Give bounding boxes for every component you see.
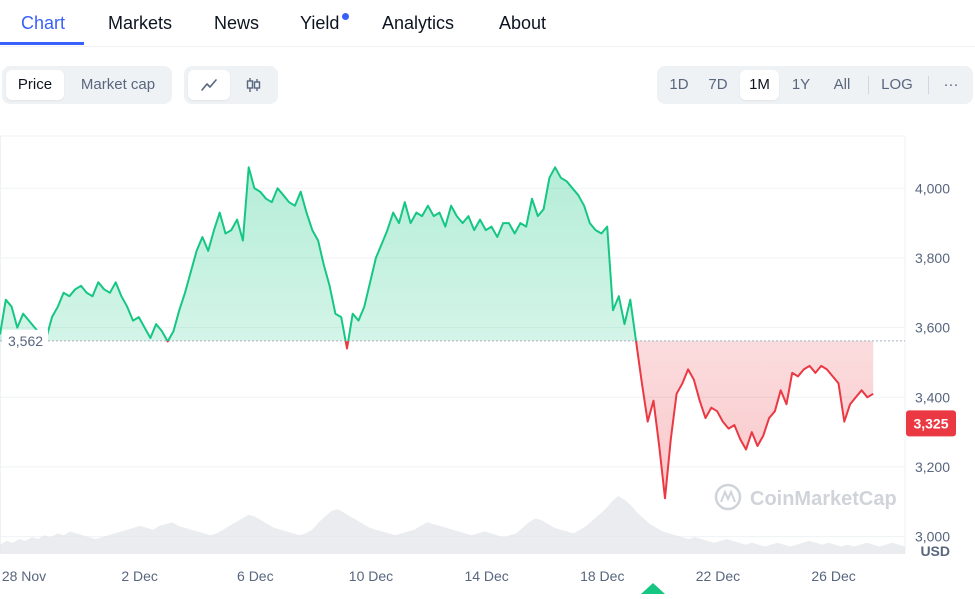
line-chart-button[interactable] — [188, 70, 230, 100]
volume-area — [0, 496, 905, 554]
market-cap-button[interactable]: Market cap — [80, 76, 156, 93]
metric-toggle: Price Market cap — [2, 66, 172, 104]
chart-style-toggle — [184, 66, 278, 104]
y-tick-label: 3,600 — [915, 320, 950, 336]
x-tick-label: 10 Dec — [349, 568, 393, 584]
watermark-text: CoinMarketCap — [750, 488, 897, 510]
line-chart-icon — [201, 79, 217, 91]
area-above-baseline — [0, 167, 874, 341]
range-1m-button[interactable]: 1M — [740, 70, 779, 100]
tab-markets[interactable]: Markets — [108, 13, 173, 33]
x-tick-label: 6 Dec — [237, 568, 274, 584]
tab-analytics[interactable]: Analytics — [382, 13, 455, 33]
tab-about[interactable]: About — [499, 13, 547, 33]
log-scale-button[interactable]: LOG — [881, 76, 913, 93]
y-tick-label: 3,000 — [915, 529, 950, 545]
price-button[interactable]: Price — [6, 70, 64, 100]
nav-tabs: Chart Markets News Yield Analytics About — [0, 0, 975, 47]
tab-news[interactable]: News — [214, 13, 260, 33]
x-tick-label: 22 Dec — [696, 568, 740, 584]
price-line-up — [0, 166, 638, 341]
tab-chart[interactable]: Chart — [21, 13, 66, 33]
currency-label: USD — [920, 543, 950, 559]
active-tab-indicator — [0, 42, 84, 45]
x-tick-label: 14 Dec — [464, 568, 508, 584]
x-tick-label: 18 Dec — [580, 568, 624, 584]
notification-dot — [342, 13, 349, 20]
price-line-down — [166, 340, 874, 500]
tab-yield[interactable]: Yield — [300, 13, 340, 33]
y-tick-label: 3,800 — [915, 250, 950, 266]
range-divider — [868, 76, 869, 94]
x-tick-label: 28 Nov — [2, 568, 46, 584]
range-selector: 1D 7D 1M 1Y All LOG ··· — [657, 66, 973, 104]
y-tick-label: 3,400 — [915, 389, 950, 405]
x-tick-label: 26 Dec — [811, 568, 855, 584]
y-tick-label: 3,200 — [915, 459, 950, 475]
baseline-label: 3,562 — [8, 333, 43, 349]
price-chart[interactable]: 3,562 CoinMarketCap 3,000 3,200 3,400 3,600… — [0, 120, 975, 594]
price-chart-svg: 3,562 CoinMarketCap 3,000 3,200 3,400 3,600… — [0, 135, 956, 594]
current-price-tag — [906, 410, 956, 437]
range-all-button[interactable]: All — [833, 76, 851, 93]
range-divider — [928, 76, 929, 94]
area-below-baseline — [167, 340, 874, 499]
range-1y-button[interactable]: 1Y — [791, 76, 811, 93]
coinmarketcap-logo-icon — [714, 483, 742, 511]
y-tick-label: 4,000 — [915, 180, 950, 196]
candlestick-icon — [246, 78, 261, 92]
x-tick-label: 2 Dec — [121, 568, 158, 584]
baseline-label-bg — [2, 329, 48, 350]
range-1d-button[interactable]: 1D — [669, 76, 689, 93]
more-options-button[interactable]: ··· — [943, 76, 959, 93]
candlestick-button[interactable] — [232, 70, 274, 100]
coinmarketcap-logo: CoinMarketCap — [714, 483, 897, 511]
time-marker — [641, 583, 665, 594]
current-price-label: 3,325 — [913, 415, 948, 431]
coinmarketcap-logo-mark — [720, 489, 736, 503]
range-7d-button[interactable]: 7D — [708, 76, 728, 93]
